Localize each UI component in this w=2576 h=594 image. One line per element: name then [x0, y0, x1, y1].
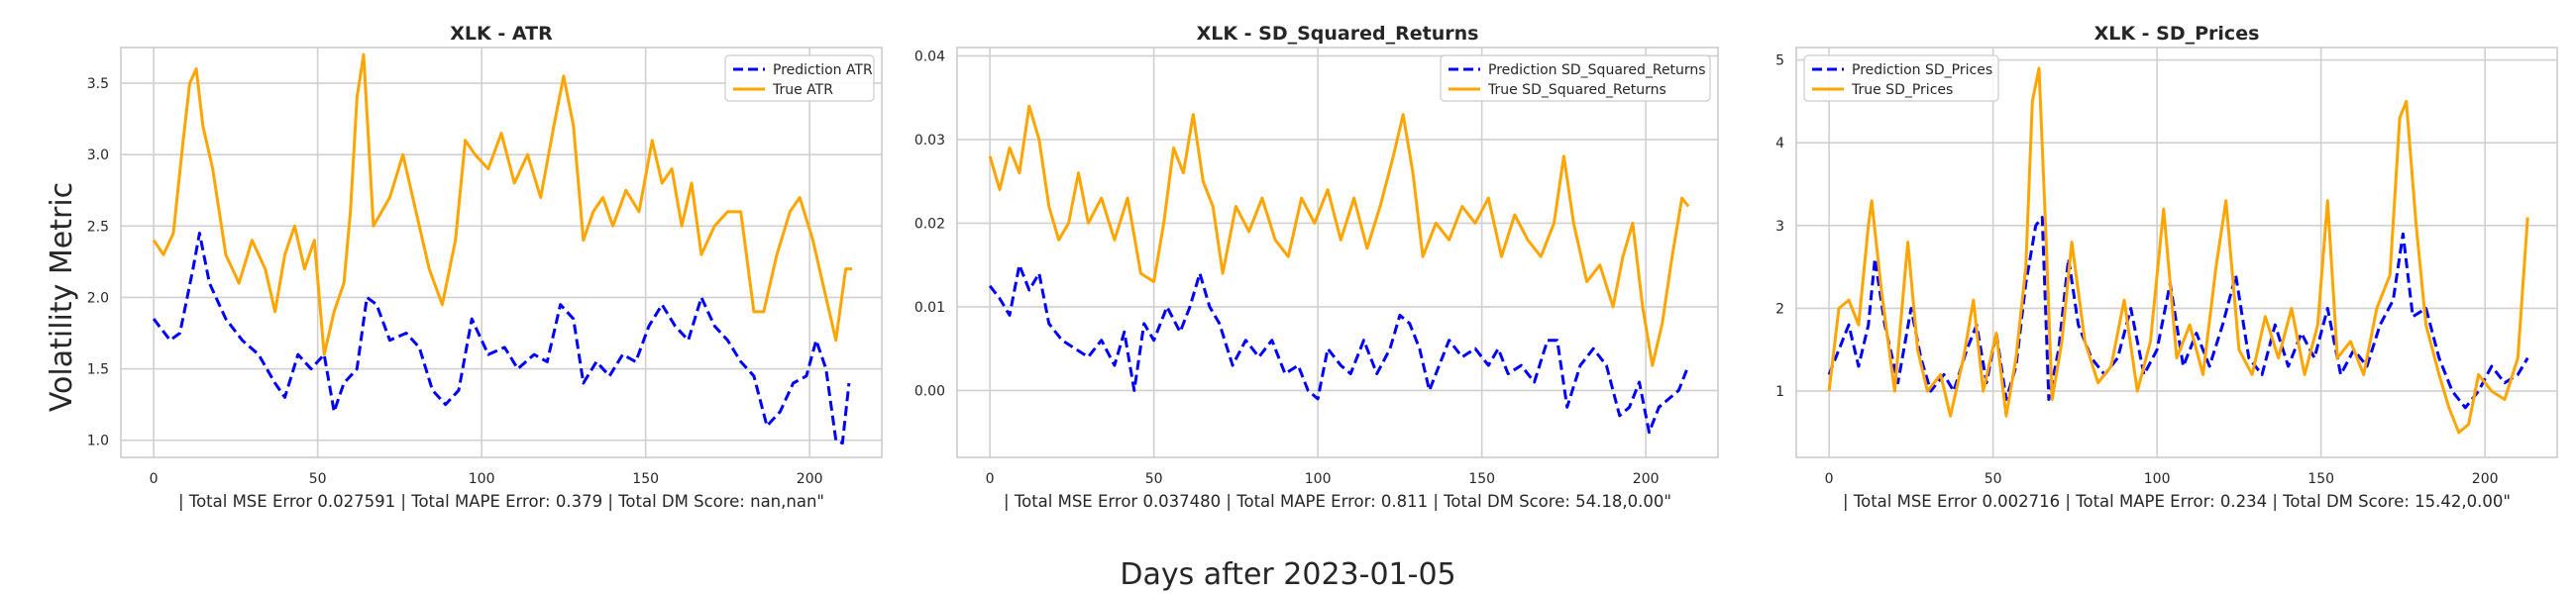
y-tick-label: 0.03 — [914, 133, 945, 148]
true-series-line — [988, 104, 1690, 367]
panel-xlk-atr: 0 50 100 150 200 1.0 1.5 2.0 2.5 3.0 3.5 XLK - ATR |… — [87, 23, 883, 511]
figure-y-label: Volatility Metric — [45, 182, 79, 412]
plot-frame — [956, 47, 1719, 458]
x-tick-label: 150 — [1468, 471, 1495, 487]
x-tick-label: 200 — [1633, 471, 1660, 487]
legend-box — [1440, 54, 1711, 102]
plot-frame — [1795, 47, 2558, 458]
x-tick-label: 50 — [1985, 471, 2002, 487]
y-tick-label: 3.0 — [87, 148, 109, 163]
true-series-line — [152, 52, 853, 356]
panel-xlk-sd-squared-returns: 0 50 100 150 200 0.00 0.01 0.02 0.03 0.04 XLK - SD… — [914, 23, 1719, 511]
x-tick-label: 50 — [1145, 471, 1163, 487]
legend: Prediction SD_Prices True SD_Prices — [1803, 54, 1999, 102]
prediction-series-line — [988, 263, 1690, 435]
y-tick-label: 1 — [1775, 384, 1784, 400]
x-tick-label: 200 — [2472, 471, 2499, 487]
x-tick-label: 50 — [309, 471, 327, 487]
legend-label: Prediction ATR — [773, 62, 873, 78]
y-tick-label: 1.0 — [87, 434, 109, 449]
true-series-line — [1827, 66, 2529, 435]
legend-box — [1803, 54, 1999, 102]
y-tick-label: 3.5 — [87, 76, 109, 92]
x-tick-label: 0 — [986, 471, 995, 487]
x-tick-label: 0 — [1825, 471, 1834, 487]
y-tick-label: 0.04 — [914, 49, 945, 64]
y-tick-label: 5 — [1775, 53, 1784, 69]
legend-label: True SD_Prices — [1851, 82, 1953, 98]
panel-x-label: | Total MSE Error 0.027591 | Total MAPE … — [178, 492, 824, 511]
figure-x-label: Days after 2023-01-05 — [1120, 557, 1455, 592]
panel-xlk-sd-prices: 0 50 100 150 200 1 2 3 4 5 XLK - SD_Prices | Total … — [1775, 23, 2558, 511]
panel-title: XLK - SD_Prices — [2094, 23, 2260, 45]
x-tick-label: 150 — [632, 471, 659, 487]
prediction-series-line — [1827, 216, 2529, 410]
y-tick-label: 2.0 — [87, 290, 109, 306]
prediction-series-line — [152, 232, 851, 446]
x-tick-label: 100 — [2144, 471, 2171, 487]
y-tick-label: 0.02 — [914, 216, 945, 232]
x-tick-label: 100 — [1305, 471, 1332, 487]
y-tick-label: 0.00 — [914, 383, 945, 399]
y-tick-label: 4 — [1775, 136, 1784, 151]
panel-title: XLK - SD_Squared_Returns — [1197, 23, 1479, 45]
panel-x-label: | Total MSE Error 0.002716 | Total MAPE … — [1843, 492, 2511, 511]
y-tick-label: 2 — [1775, 301, 1784, 317]
y-tick-label: 0.01 — [914, 300, 945, 316]
y-tick-label: 1.5 — [87, 362, 109, 378]
legend: Prediction ATR True ATR — [724, 54, 875, 102]
y-tick-label: 2.5 — [87, 219, 109, 235]
legend: Prediction SD_Squared_Returns True SD_Squ… — [1440, 54, 1711, 102]
legend-label: Prediction SD_Prices — [1852, 62, 1992, 78]
x-tick-label: 0 — [150, 471, 159, 487]
legend-label: True ATR — [772, 82, 833, 98]
x-tick-label: 100 — [469, 471, 495, 487]
plot-frame — [120, 47, 883, 458]
x-tick-label: 150 — [2308, 471, 2334, 487]
legend-label: Prediction SD_Squared_Returns — [1488, 62, 1706, 78]
x-tick-label: 200 — [797, 471, 823, 487]
panel-x-label: | Total MSE Error 0.037480 | Total MAPE … — [1004, 492, 1671, 511]
panel-title: XLK - ATR — [450, 23, 553, 45]
y-tick-label: 3 — [1775, 219, 1784, 235]
legend-label: True SD_Squared_Returns — [1487, 82, 1666, 98]
